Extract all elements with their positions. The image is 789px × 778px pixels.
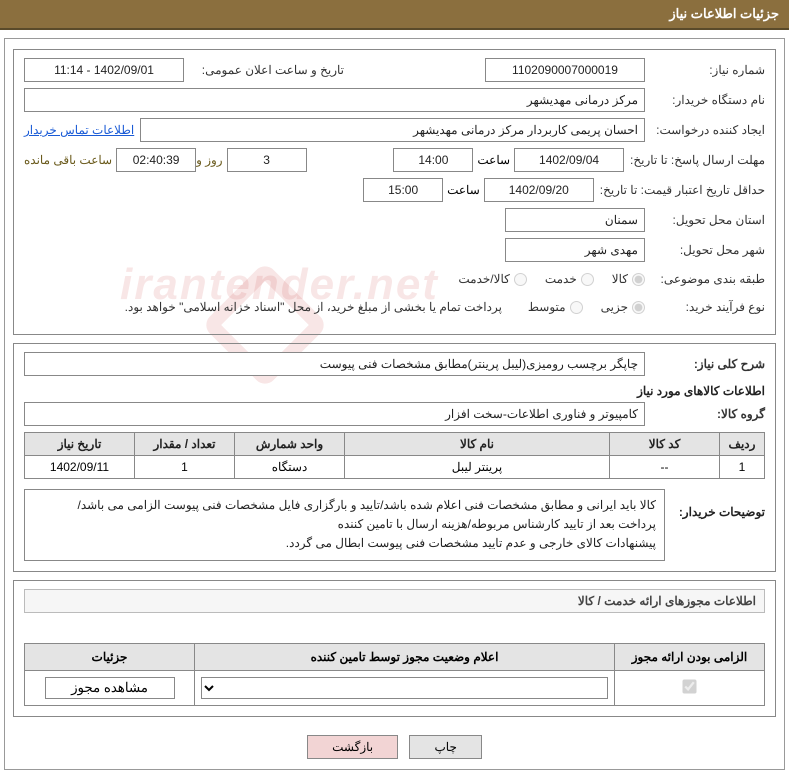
radio-medium[interactable] bbox=[570, 301, 583, 314]
cell-code: -- bbox=[610, 456, 720, 479]
radio-goods-label: کالا bbox=[612, 272, 645, 286]
th-date: تاریخ نیاز bbox=[25, 433, 135, 456]
table-header-row: ردیف کد کالا نام کالا واحد شمارش تعداد /… bbox=[25, 433, 765, 456]
row-goods-group: گروه کالا: کامپیوتر و فناوری اطلاعات-سخت… bbox=[24, 402, 765, 426]
main-frame: شماره نیاز: 1102090007000019 تاریخ و ساع… bbox=[4, 38, 785, 770]
cell-name: پرینتر لیبل bbox=[345, 456, 610, 479]
overview-label: شرح کلی نیاز: bbox=[645, 357, 765, 371]
permit-panel: اطلاعات مجوزهای ارائه خدمت / کالا الزامی… bbox=[13, 580, 776, 717]
radio-service[interactable] bbox=[581, 273, 594, 286]
desc-line-2: پرداخت بعد از تایید کارشناس مربوطه/هزینه… bbox=[33, 515, 656, 534]
desc-line-1: کالا باید ایرانی و مطابق مشخصات فنی اعلا… bbox=[33, 496, 656, 515]
radio-small[interactable] bbox=[632, 301, 645, 314]
details-panel: شماره نیاز: 1102090007000019 تاریخ و ساع… bbox=[13, 49, 776, 335]
radio-small-label: جزیی bbox=[601, 300, 645, 314]
permit-mandatory-cell bbox=[615, 670, 765, 705]
back-button[interactable]: بازگشت bbox=[307, 735, 398, 759]
cell-qty: 1 bbox=[135, 456, 235, 479]
announce-label: تاریخ و ساعت اعلان عمومی: bbox=[184, 63, 344, 77]
permit-status-cell bbox=[195, 670, 615, 705]
requester-label: ایجاد کننده درخواست: bbox=[645, 123, 765, 137]
radio-both-label: کالا/خدمت bbox=[458, 272, 526, 286]
validity-date: 1402/09/20 bbox=[484, 178, 594, 202]
deadline-time: 14:00 bbox=[393, 148, 473, 172]
permit-detail-cell: مشاهده مجوز bbox=[25, 670, 195, 705]
th-detail: جزئیات bbox=[25, 643, 195, 670]
th-name: نام کالا bbox=[345, 433, 610, 456]
mandatory-checkbox[interactable] bbox=[682, 679, 696, 693]
permit-header-row: الزامی بودن ارائه مجوز اعلام وضعیت مجوز … bbox=[25, 643, 765, 670]
th-qty: تعداد / مقدار bbox=[135, 433, 235, 456]
buyer-org-label: نام دستگاه خریدار: bbox=[645, 93, 765, 107]
remain-time-label: ساعت باقی مانده bbox=[24, 153, 112, 167]
page-header: جزئیات اطلاعات نیاز bbox=[0, 0, 789, 30]
goods-group-label: گروه کالا: bbox=[645, 407, 765, 421]
province-value: سمنان bbox=[505, 208, 645, 232]
desc-label: توضیحات خریدار: bbox=[665, 485, 765, 561]
permit-table: الزامی بودن ارائه مجوز اعلام وضعیت مجوز … bbox=[24, 643, 765, 706]
radio-medium-label: متوسط bbox=[528, 300, 583, 314]
th-mandatory: الزامی بودن ارائه مجوز bbox=[615, 643, 765, 670]
remain-days: 3 bbox=[227, 148, 307, 172]
row-buyer-org: نام دستگاه خریدار: مرکز درمانی مهدیشهر bbox=[24, 88, 765, 112]
row-city: شهر محل تحویل: مهدی شهر bbox=[24, 238, 765, 262]
city-label: شهر محل تحویل: bbox=[645, 243, 765, 257]
radio-both[interactable] bbox=[514, 273, 527, 286]
validity-time: 15:00 bbox=[363, 178, 443, 202]
remain-time: 02:40:39 bbox=[116, 148, 196, 172]
desc-box: کالا باید ایرانی و مطابق مشخصات فنی اعلا… bbox=[24, 489, 665, 561]
th-code: کد کالا bbox=[610, 433, 720, 456]
purchase-note: پرداخت تمام یا بخشی از مبلغ خرید، از محل… bbox=[125, 300, 502, 314]
time-label-1: ساعت bbox=[473, 153, 514, 167]
row-province: استان محل تحویل: سمنان bbox=[24, 208, 765, 232]
th-status: اعلام وضعیت مجوز توسط تامین کننده bbox=[195, 643, 615, 670]
goods-table: ردیف کد کالا نام کالا واحد شمارش تعداد /… bbox=[24, 432, 765, 479]
requester-value: احسان پریمی کاربردار مرکز درمانی مهدیشهر bbox=[140, 118, 645, 142]
need-no-label: شماره نیاز: bbox=[645, 63, 765, 77]
row-category: طبقه بندی موضوعی: کالا خدمت کالا/خدمت bbox=[24, 268, 765, 290]
view-permit-button[interactable]: مشاهده مجوز bbox=[45, 677, 175, 699]
button-row: چاپ بازگشت bbox=[13, 725, 776, 763]
goods-section-title: اطلاعات کالاهای مورد نیاز bbox=[24, 384, 765, 398]
buyer-org-value: مرکز درمانی مهدیشهر bbox=[24, 88, 645, 112]
row-overview: شرح کلی نیاز: چاپگر برچسب رومیزی(لیبل پر… bbox=[24, 352, 765, 376]
row-deadline: مهلت ارسال پاسخ: تا تاریخ: 1402/09/04 سا… bbox=[24, 148, 765, 172]
category-label: طبقه بندی موضوعی: bbox=[645, 272, 765, 286]
row-purchase-type: نوع فرآیند خرید: جزیی متوسط پرداخت تمام … bbox=[24, 296, 765, 318]
city-value: مهدی شهر bbox=[505, 238, 645, 262]
province-label: استان محل تحویل: bbox=[645, 213, 765, 227]
th-unit: واحد شمارش bbox=[235, 433, 345, 456]
cell-unit: دستگاه bbox=[235, 456, 345, 479]
announce-value: 1402/09/01 - 11:14 bbox=[24, 58, 184, 82]
th-row: ردیف bbox=[720, 433, 765, 456]
time-label-2: ساعت bbox=[443, 183, 484, 197]
row-requester: ایجاد کننده درخواست: احسان پریمی کاربردا… bbox=[24, 118, 765, 142]
need-no-value: 1102090007000019 bbox=[485, 58, 645, 82]
status-select[interactable] bbox=[201, 677, 608, 699]
goods-group-value: کامپیوتر و فناوری اطلاعات-سخت افزار bbox=[24, 402, 645, 426]
print-button[interactable]: چاپ bbox=[409, 735, 481, 759]
remain-days-label: روز و bbox=[196, 153, 223, 167]
cell-row: 1 bbox=[720, 456, 765, 479]
goods-panel: شرح کلی نیاز: چاپگر برچسب رومیزی(لیبل پر… bbox=[13, 343, 776, 572]
deadline-date: 1402/09/04 bbox=[514, 148, 624, 172]
permit-row: مشاهده مجوز bbox=[25, 670, 765, 705]
purchase-type-label: نوع فرآیند خرید: bbox=[645, 300, 765, 314]
deadline-label: مهلت ارسال پاسخ: تا تاریخ: bbox=[624, 153, 765, 167]
cell-date: 1402/09/11 bbox=[25, 456, 135, 479]
overview-value: چاپگر برچسب رومیزی(لیبل پرینتر)مطابق مشخ… bbox=[24, 352, 645, 376]
desc-wrap: توضیحات خریدار: کالا باید ایرانی و مطابق… bbox=[24, 485, 765, 561]
permit-section-title: اطلاعات مجوزهای ارائه خدمت / کالا bbox=[24, 589, 765, 613]
table-row: 1 -- پرینتر لیبل دستگاه 1 1402/09/11 bbox=[25, 456, 765, 479]
radio-service-label: خدمت bbox=[545, 272, 594, 286]
row-validity: حداقل تاریخ اعتبار قیمت: تا تاریخ: 1402/… bbox=[24, 178, 765, 202]
validity-label: حداقل تاریخ اعتبار قیمت: تا تاریخ: bbox=[594, 183, 765, 197]
radio-goods[interactable] bbox=[632, 273, 645, 286]
desc-line-3: پیشنهادات کالای خارجی و عدم تایید مشخصات… bbox=[33, 534, 656, 553]
contact-link[interactable]: اطلاعات تماس خریدار bbox=[24, 123, 134, 137]
row-need-no: شماره نیاز: 1102090007000019 تاریخ و ساع… bbox=[24, 58, 765, 82]
